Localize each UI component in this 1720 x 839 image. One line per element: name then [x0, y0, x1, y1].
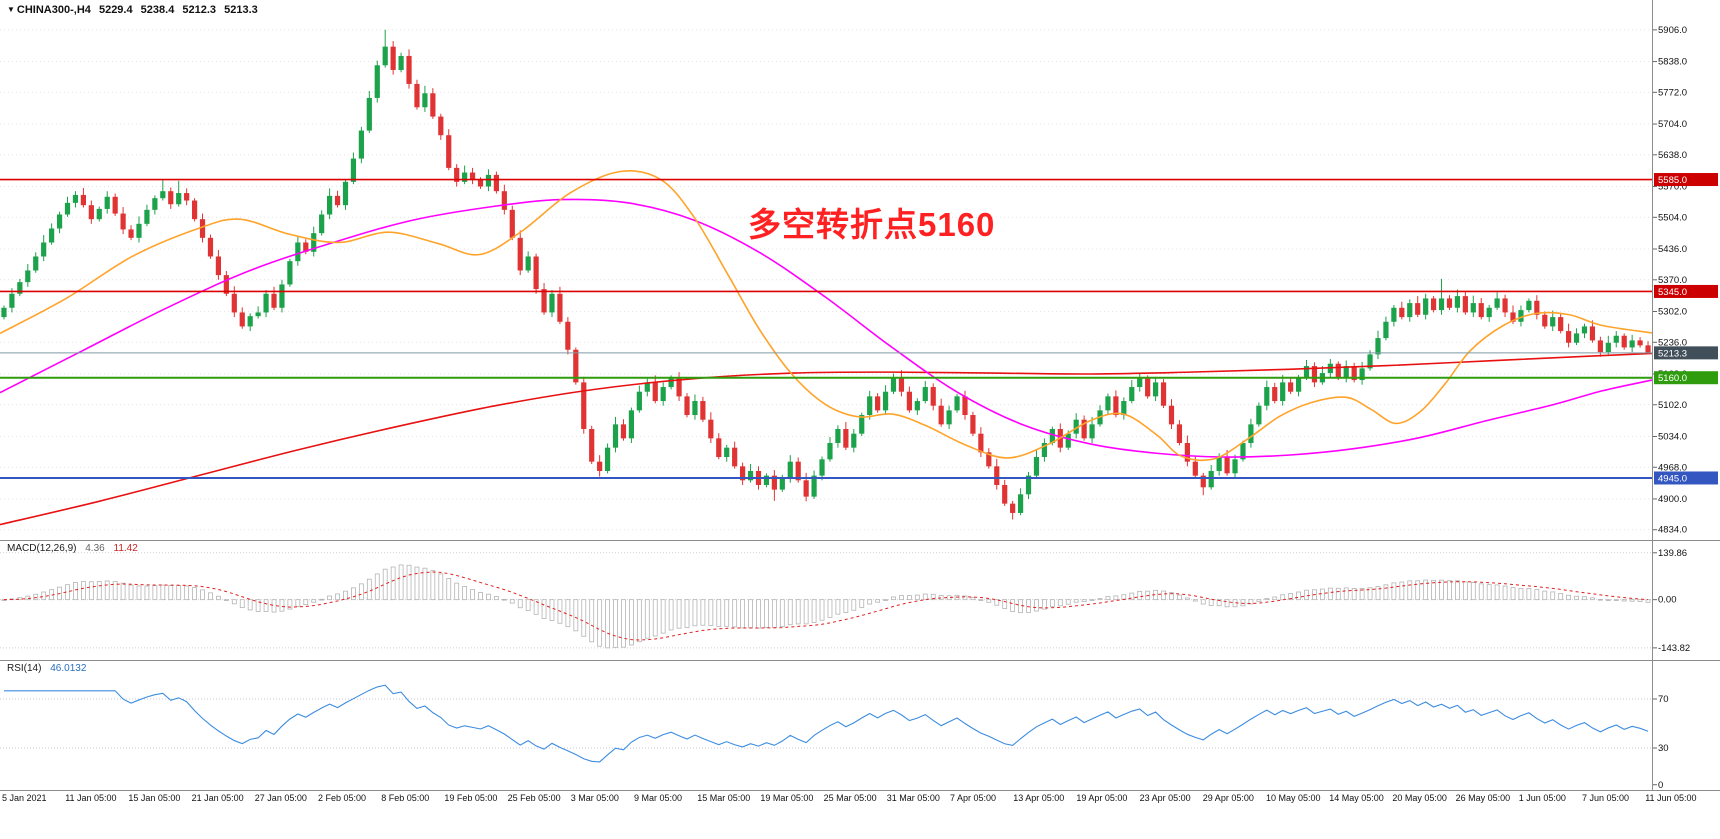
ma-fast-orange-line	[0, 170, 1653, 462]
price-tick-label: 5570.0	[1658, 182, 1687, 193]
price-tag-label: 5213.3	[1658, 348, 1687, 359]
price-tick-label: 5638.0	[1658, 150, 1687, 161]
time-axis-label: 31 Mar 05:00	[886, 793, 940, 803]
time-axis-label: 11 Jun 05:00	[1645, 793, 1697, 803]
macd-signal-line	[3, 571, 1649, 641]
price-tick-label: 5034.0	[1658, 431, 1687, 442]
horizontal-levels: 5585.0 5345.0 5213.3 5160.0 4945.0	[0, 173, 1718, 485]
ma-mid-magenta-line	[0, 198, 1653, 458]
price-tag-label: 5585.0	[1658, 175, 1687, 186]
time-axis-label: 26 May 05:00	[1455, 793, 1511, 803]
time-axis-label: 29 Apr 05:00	[1202, 793, 1254, 803]
symbol-info-bar: ▼ CHINA300-,H4 5229.4 5238.4 5212.3 5213.…	[7, 4, 263, 16]
time-axis-label: 5 Jan 2021	[2, 793, 47, 803]
time-axis-label: 21 Jan 05:00	[191, 793, 244, 803]
price-tag	[1654, 471, 1718, 485]
price-tick-label: 5236.0	[1658, 337, 1687, 348]
macd-signal-value: 11.42	[113, 543, 138, 554]
time-axis-label: 27 Jan 05:00	[254, 793, 307, 803]
time-axis-label: 19 Apr 05:00	[1076, 793, 1128, 803]
time-axis-label: 7 Jun 05:00	[1582, 793, 1630, 803]
macd-indicator-label: MACD(12,26,9) 4.36 11.42	[7, 543, 144, 554]
time-axis-label: 19 Mar 05:00	[760, 793, 814, 803]
rsi-tick-label: 30	[1658, 743, 1669, 754]
price-tag	[1654, 371, 1718, 385]
time-axis-label: 25 Mar 05:00	[823, 793, 877, 803]
chart-annotation: 多空转折点5160	[748, 206, 996, 243]
price-tick-label: 5504.0	[1658, 212, 1687, 223]
macd-histogram	[1, 564, 1651, 649]
time-axis-label: 13 Apr 05:00	[1013, 793, 1065, 803]
rsi-tick-label: 70	[1658, 694, 1669, 705]
time-axis[interactable]: 5 Jan 2021 11 Jan 05:00 15 Jan 05:00 21 Jan…	[0, 793, 1720, 809]
rsi-panel-canvas[interactable]: 70 30 0	[0, 661, 1720, 790]
rsi-name: RSI(14)	[7, 663, 42, 674]
rsi-indicator-label: RSI(14) 46.0132	[7, 663, 92, 674]
time-axis-label: 10 May 05:00	[1266, 793, 1321, 803]
price-tick-label: 5370.0	[1658, 275, 1687, 286]
rsi-axis: 70 30 0	[0, 694, 1669, 790]
price-tick-label: 5302.0	[1658, 307, 1687, 318]
price-tick-label: 4968.0	[1658, 462, 1687, 473]
price-tag	[1654, 346, 1718, 360]
time-axis-label: 23 Apr 05:00	[1139, 793, 1191, 803]
macd-tick-label: -143.82	[1658, 643, 1690, 654]
time-axis-label: 1 Jun 05:00	[1518, 793, 1566, 803]
price-axis-border	[1652, 0, 1653, 790]
time-axis-label: 3 Mar 05:00	[570, 793, 619, 803]
macd-panel-canvas[interactable]: 139.86 0.00 -143.82	[0, 541, 1720, 660]
macd-name: MACD(12,26,9)	[7, 543, 77, 554]
price-tag-label: 5345.0	[1658, 287, 1687, 298]
price-tick-label: 5772.0	[1658, 87, 1687, 98]
candlesticks	[1, 29, 1651, 520]
ma-slow-red-line	[0, 352, 1653, 526]
price-direction-down-icon: ▼	[7, 5, 15, 14]
time-axis-label: 2 Feb 05:00	[318, 793, 367, 803]
price-tag-label: 4945.0	[1658, 473, 1687, 484]
time-axis-label: 9 Mar 05:00	[634, 793, 683, 803]
rsi-line	[3, 684, 1649, 763]
macd-tick-label: 139.86	[1658, 548, 1687, 559]
time-axis-label: 11 Jan 05:00	[65, 793, 117, 803]
symbol-label: CHINA300-,H4	[16, 4, 91, 16]
price-tick-label: 5704.0	[1658, 119, 1687, 130]
panel-separator	[0, 540, 1720, 541]
panel-separator	[0, 660, 1720, 661]
price-tick-label: 5102.0	[1658, 400, 1687, 411]
price-tag-label: 5160.0	[1658, 373, 1687, 384]
time-axis-label: 15 Jan 05:00	[128, 793, 181, 803]
price-tick-label: 5838.0	[1658, 57, 1687, 68]
main-chart-canvas[interactable]: 5906.0 5838.0 5772.0 5704.0 5638.0 5570.0 5504…	[0, 0, 1720, 540]
price-tick-label: 4834.0	[1658, 525, 1687, 536]
price-gridlines: 5906.0 5838.0 5772.0 5704.0 5638.0 5570.0 5504…	[0, 25, 1687, 536]
price-tag	[1654, 173, 1718, 187]
ohlc-high-value: 5238.4	[140, 4, 175, 16]
price-tick-label: 5906.0	[1658, 25, 1687, 36]
ohlc-open-value: 5229.4	[98, 4, 133, 16]
time-axis-label: 14 May 05:00	[1329, 793, 1384, 803]
ohlc-low-value: 5212.3	[182, 4, 217, 16]
time-axis-label: 19 Feb 05:00	[444, 793, 498, 803]
time-axis-label: 15 Mar 05:00	[697, 793, 751, 803]
macd-main-value: 4.36	[85, 543, 105, 554]
time-axis-label: 7 Apr 05:00	[950, 793, 997, 803]
rsi-value: 46.0132	[50, 663, 87, 674]
time-axis-label: 8 Feb 05:00	[381, 793, 430, 803]
time-axis-label: 25 Feb 05:00	[507, 793, 561, 803]
ohlc-close-value: 5213.3	[224, 4, 258, 16]
price-tag	[1654, 284, 1718, 298]
price-tick-label: 4900.0	[1658, 494, 1687, 505]
macd-tick-label: 0.00	[1658, 595, 1677, 606]
time-axis-label: 20 May 05:00	[1392, 793, 1447, 803]
rsi-tick-label: 0	[1658, 780, 1663, 790]
panel-separator	[0, 790, 1720, 791]
price-tick-label: 5436.0	[1658, 244, 1687, 255]
